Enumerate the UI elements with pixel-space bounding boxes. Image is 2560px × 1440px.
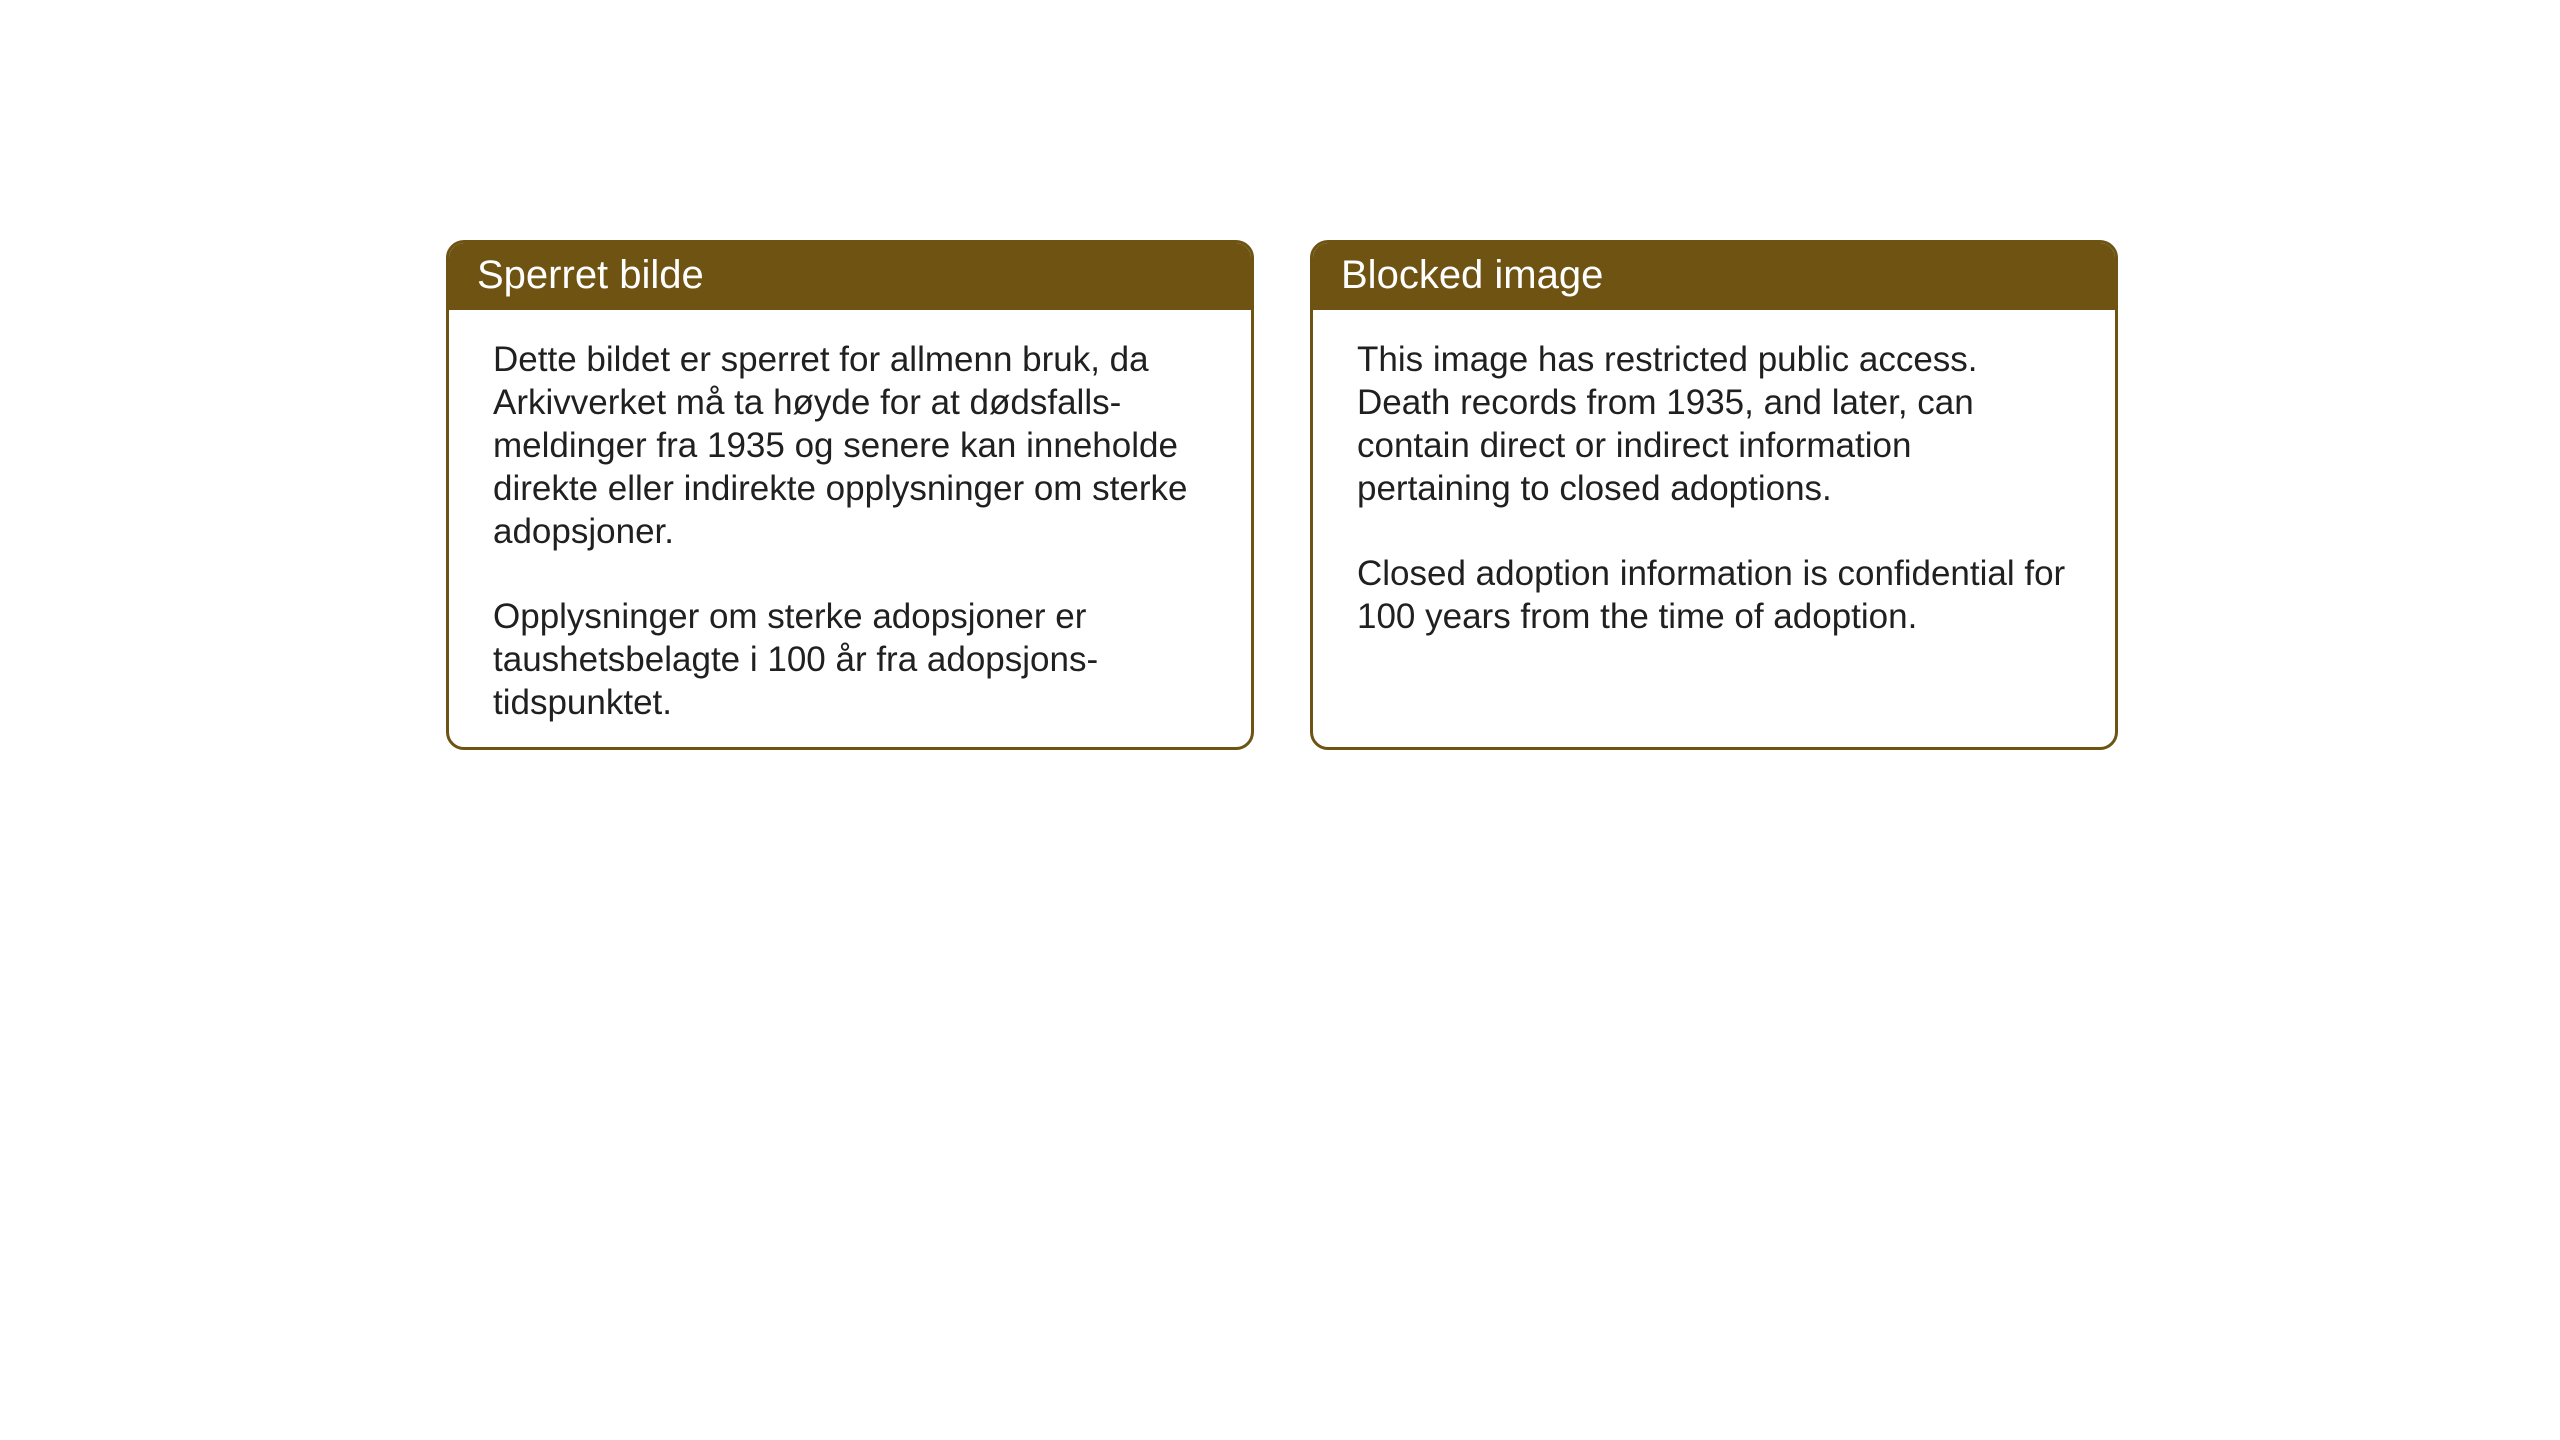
norwegian-notice-card: Sperret bilde Dette bildet er sperret fo… <box>446 240 1254 750</box>
notice-container: Sperret bilde Dette bildet er sperret fo… <box>446 240 2118 750</box>
english-notice-card: Blocked image This image has restricted … <box>1310 240 2118 750</box>
norwegian-card-body: Dette bildet er sperret for allmenn bruk… <box>449 310 1251 750</box>
english-card-title: Blocked image <box>1313 243 2115 310</box>
norwegian-paragraph-1: Dette bildet er sperret for allmenn bruk… <box>493 338 1207 553</box>
english-card-body: This image has restricted public access.… <box>1313 310 2115 666</box>
english-paragraph-2: Closed adoption information is confident… <box>1357 552 2071 638</box>
norwegian-card-title: Sperret bilde <box>449 243 1251 310</box>
english-paragraph-1: This image has restricted public access.… <box>1357 338 2071 510</box>
norwegian-paragraph-2: Opplysninger om sterke adopsjoner er tau… <box>493 595 1207 724</box>
